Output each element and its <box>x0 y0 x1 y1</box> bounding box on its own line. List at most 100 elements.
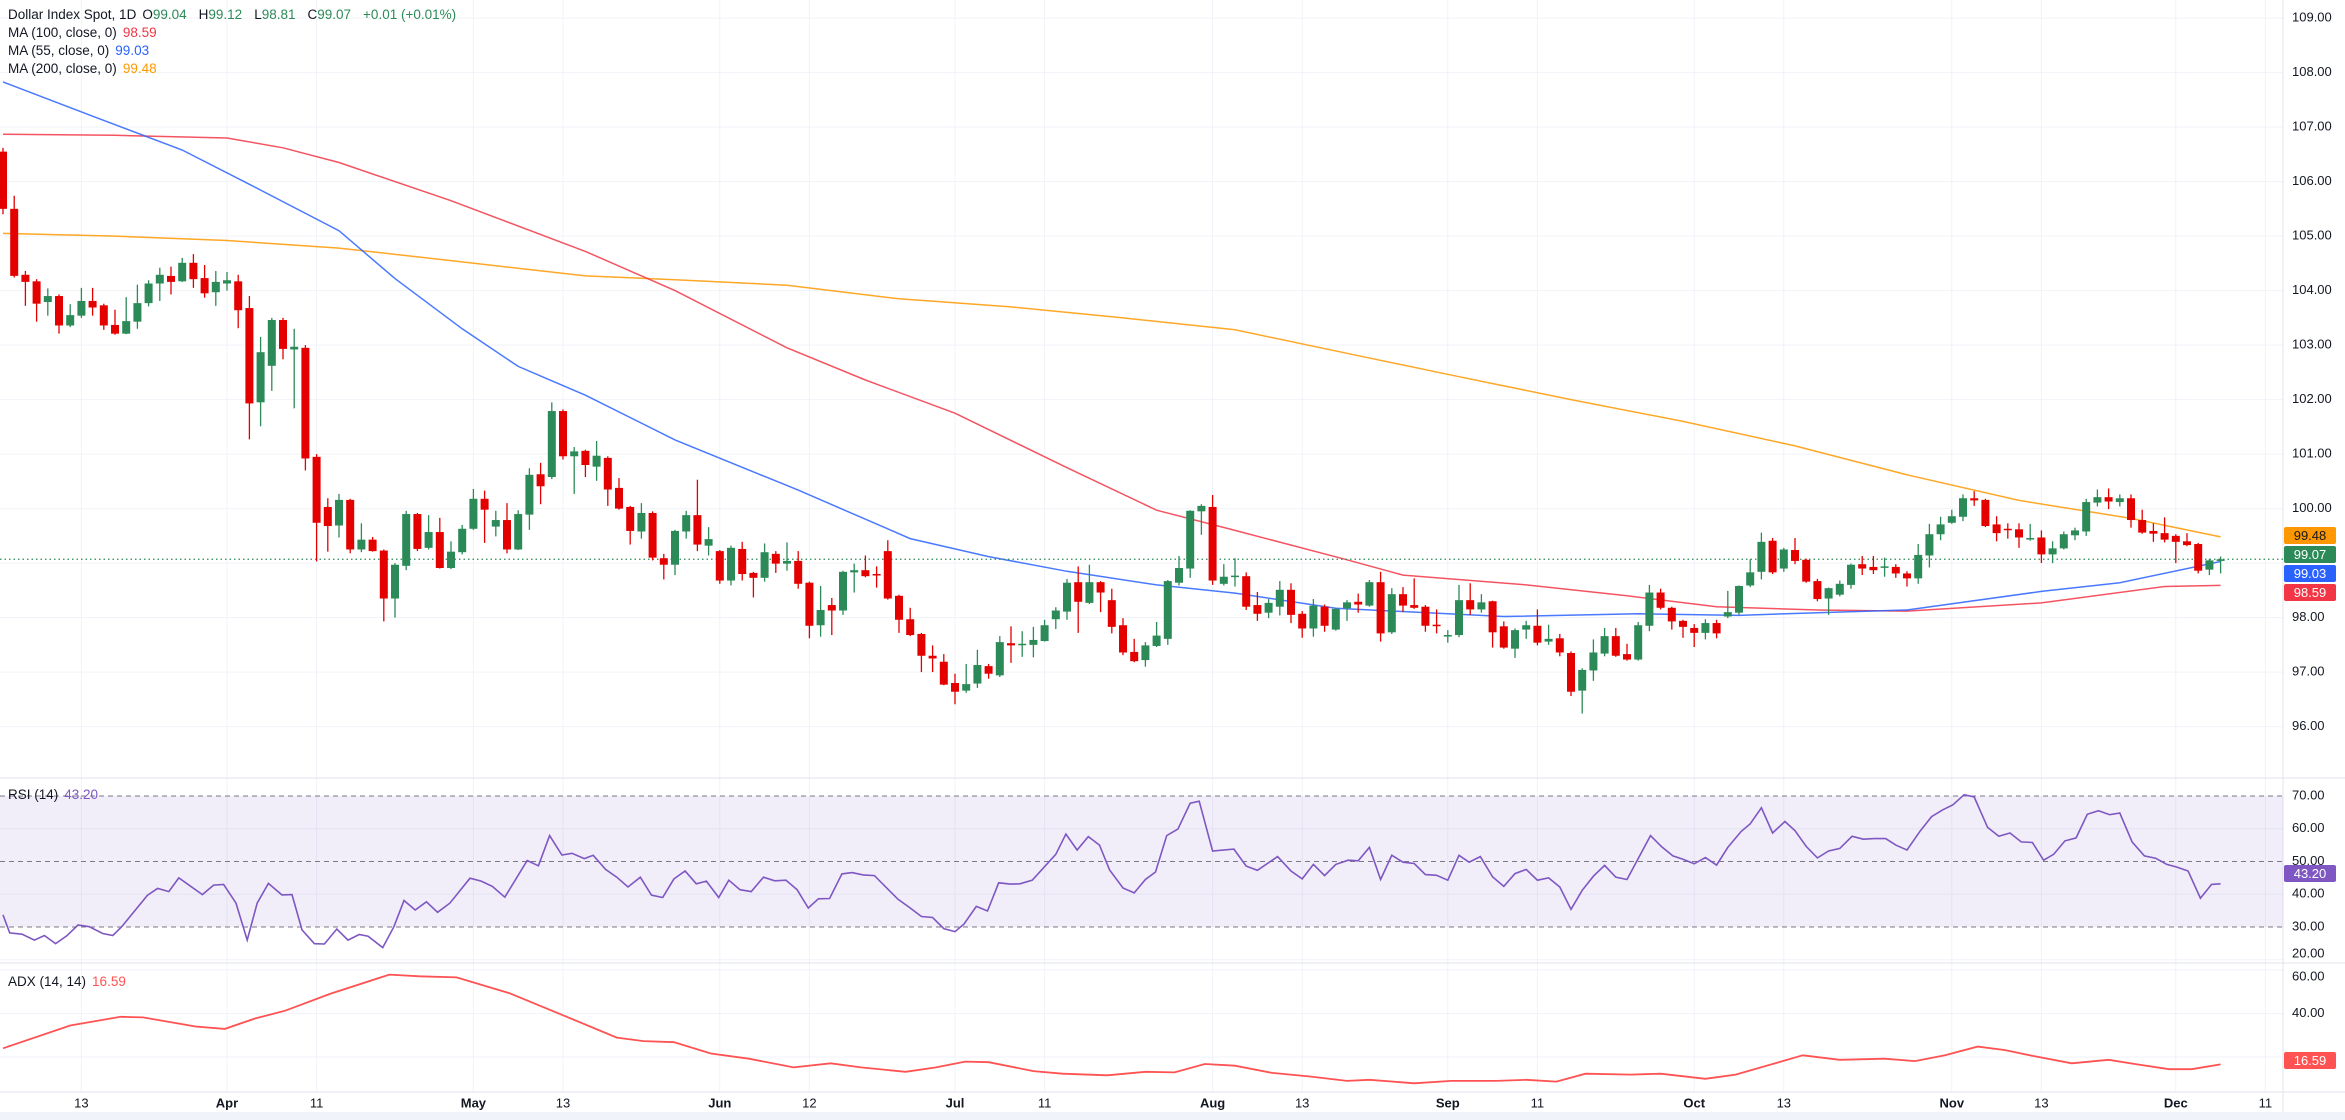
candle-up <box>1477 594 1486 613</box>
candle-down <box>1768 538 1777 574</box>
last-price-badge: 99.07 <box>2284 546 2336 563</box>
candle-down <box>55 294 63 334</box>
candle-down <box>1858 556 1867 576</box>
candle-down <box>883 540 892 600</box>
candle-body <box>1455 600 1463 636</box>
candle-down <box>872 566 881 588</box>
candle-body <box>0 151 7 209</box>
bottom-strip <box>0 1112 2345 1120</box>
price-tick-label: 103.00 <box>2292 337 2332 352</box>
candle-body <box>861 570 870 577</box>
candle-body <box>1522 625 1531 630</box>
candle-down <box>1107 588 1116 634</box>
candle-up <box>682 510 691 539</box>
ma55-label: MA (55, close, 0) <box>8 43 110 58</box>
legend-ma200[interactable]: MA (200, close, 0) 99.48 <box>8 60 163 77</box>
candle-body <box>1040 625 1049 642</box>
candle-down <box>0 147 7 215</box>
candle-body <box>984 666 993 674</box>
price-tick-label: 98.00 <box>2292 609 2325 624</box>
candle-down <box>2104 488 2113 510</box>
candle-body <box>21 274 30 282</box>
low-label: L98.81 <box>254 7 301 22</box>
candle-up <box>2205 558 2214 576</box>
adx-label: ADX (14, 14) <box>8 974 87 989</box>
candle-body <box>1063 582 1071 612</box>
legend-ma100[interactable]: MA (100, close, 0) 98.59 <box>8 24 163 41</box>
candle-body <box>1387 594 1396 633</box>
ma200-label: MA (200, close, 0) <box>8 61 117 76</box>
legend-adx[interactable]: ADX (14, 14) 16.59 <box>8 973 132 990</box>
candle-down <box>1667 606 1676 630</box>
candle-down <box>1354 593 1363 613</box>
candle-up <box>1634 621 1643 661</box>
candle-up <box>2059 531 2068 550</box>
candle-up <box>1511 628 1519 658</box>
candle-body <box>1219 576 1228 584</box>
candle-body <box>805 582 814 626</box>
candle-body <box>368 539 377 552</box>
candle-down <box>301 345 310 471</box>
candle-down <box>648 511 657 561</box>
time-tick-label: 13 <box>1295 1095 1309 1110</box>
candle-body <box>1701 623 1710 633</box>
legend-ma55[interactable]: MA (55, close, 0) 99.03 <box>8 42 155 59</box>
candle-body <box>917 633 926 656</box>
candle-body <box>1007 643 1015 646</box>
candle-down <box>559 409 567 460</box>
candle-body <box>2183 541 2191 546</box>
candle-down <box>2183 533 2191 547</box>
candle-up <box>1186 510 1195 578</box>
candle-body <box>491 520 500 527</box>
symbol-label[interactable]: Dollar Index Spot, 1D <box>8 7 137 22</box>
candle-body <box>144 283 153 304</box>
candle-body <box>1667 607 1676 622</box>
ma100-value: 98.59 <box>122 25 157 40</box>
candle-body <box>2104 497 2113 502</box>
candle-up <box>1925 523 1934 568</box>
candle-body <box>2160 533 2169 540</box>
candle-down <box>245 296 254 440</box>
legend-rsi[interactable]: RSI (14) 43.20 <box>8 786 104 803</box>
adx-value: 16.59 <box>92 974 126 989</box>
candle-body <box>43 296 52 303</box>
candle-body <box>1477 602 1486 610</box>
time-tick-label: Oct <box>1683 1095 1705 1110</box>
candle-up <box>816 585 825 637</box>
candle-body <box>693 515 702 545</box>
candle-down <box>1903 571 1911 587</box>
candle-body <box>1723 612 1732 617</box>
ma100-label: MA (100, close, 0) <box>8 25 117 40</box>
candle-up <box>1914 544 1923 584</box>
candle-up <box>1589 639 1598 681</box>
candle-up <box>704 527 713 556</box>
time-tick-label: Sep <box>1436 1095 1460 1110</box>
candle-up <box>1040 619 1049 642</box>
candle-up <box>256 336 265 427</box>
high-label: H99.12 <box>199 7 249 22</box>
candle-body <box>648 512 657 558</box>
candle-body <box>738 548 747 574</box>
price-tick-label: 96.00 <box>2292 718 2325 733</box>
candle-down <box>1242 572 1251 610</box>
candle-down <box>928 645 937 673</box>
candle-body <box>1343 602 1351 609</box>
candle-body <box>536 474 545 487</box>
candle-body <box>2216 559 2225 561</box>
candle-down <box>1466 583 1475 615</box>
candle-body <box>816 609 825 626</box>
candle-down <box>503 503 511 554</box>
time-tick-label: 11 <box>2259 1095 2273 1110</box>
candle-body <box>1208 506 1217 581</box>
price-tick-label: 104.00 <box>2292 282 2332 297</box>
candle-up <box>592 441 601 481</box>
candle-body <box>1802 559 1811 582</box>
candle-down <box>1690 624 1699 648</box>
candle-up <box>1779 547 1788 572</box>
candle-up <box>962 663 971 693</box>
candle-body <box>1432 624 1441 627</box>
candle-up <box>671 529 679 576</box>
candle-body <box>1679 620 1687 627</box>
candle-down <box>906 607 915 637</box>
